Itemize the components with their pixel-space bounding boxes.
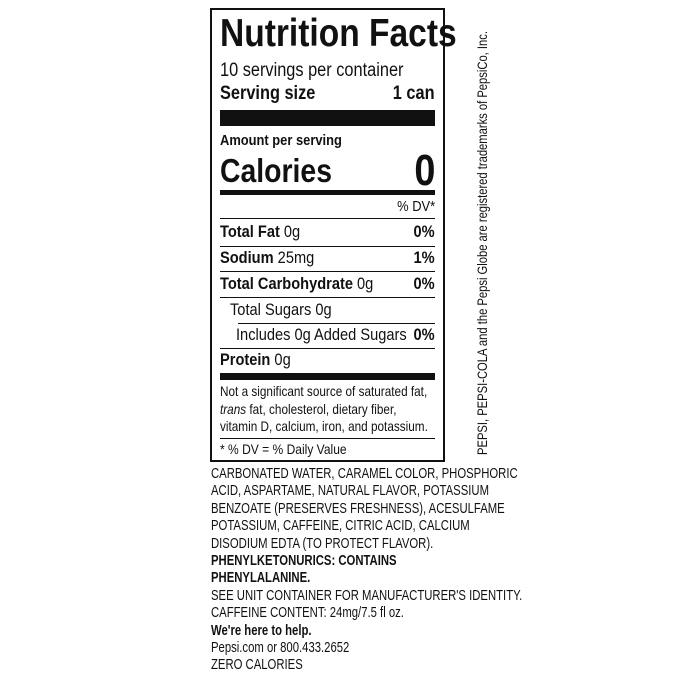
nutrient-row-total-carbohydrate: Total Carbohydrate 0g 0% — [220, 274, 435, 293]
dv-note: * % DV = % Daily Value — [220, 441, 347, 457]
medium-divider — [220, 190, 435, 195]
thick-divider — [220, 110, 435, 126]
ingredients-text: CARBONATED WATER, CARAMEL COLOR, PHOSPHO… — [211, 466, 523, 674]
allergy-warning: PHENYLKETONURICS: CONTAINS — [211, 553, 397, 570]
servings-per-container: 10 servings per container — [220, 60, 404, 81]
nutrient-row-total-fat: Total Fat 0g 0% — [220, 222, 435, 241]
serving-size-label: Serving size — [220, 83, 316, 104]
serving-size-value: 1 can — [393, 83, 435, 104]
nutrient-row-sodium: Sodium 25mg 1% — [220, 248, 435, 267]
trademark-notice: PEPSI, PEPSI-COLA and the Pepsi Globe ar… — [474, 31, 490, 456]
nutrient-row-total-sugars: Total Sugars 0g — [230, 300, 332, 319]
calories-label: Calories — [220, 152, 333, 189]
contact-info: Pepsi.com or 800.433.2652 — [211, 640, 350, 657]
nutrition-facts-panel: Nutrition Facts 10 servings per containe… — [210, 8, 457, 462]
dv-header: % DV* — [396, 198, 435, 215]
nutrient-row-added-sugars: Includes 0g Added Sugars 0% — [236, 325, 435, 344]
panel-title: Nutrition Facts — [220, 12, 457, 55]
calories-value: 0 — [413, 146, 435, 195]
amount-per-serving: Amount per serving — [220, 132, 342, 149]
nutrient-row-protein: Protein 0g — [220, 350, 291, 369]
footnote: Not a significant source of saturated fa… — [220, 383, 428, 434]
